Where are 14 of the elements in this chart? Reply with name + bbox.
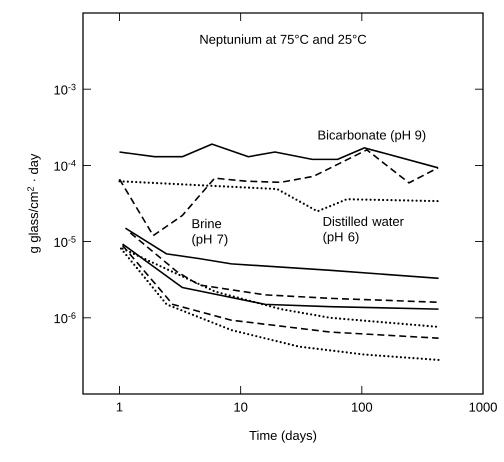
y-tick-label: 10$^{-5}$ <box>54 236 76 247</box>
series-label: Distilled water (pH 6) <box>323 216 404 244</box>
y-tick-label: 10$^{-3}$ <box>54 84 76 95</box>
series-label: Brine (pH 7) <box>192 218 228 246</box>
x-tick-label: 1000 <box>470 402 497 412</box>
y-tick-label: 10$^{-4}$ <box>54 160 76 171</box>
series-label: Bicarbonate (pH 9) <box>318 130 426 142</box>
y-axis-title: g glass/cm$^{2}$ · day <box>27 154 41 253</box>
x-tick-label: 1 <box>116 402 122 412</box>
x-tick-label: 100 <box>352 402 372 412</box>
text: Neptunium at 75°C and 25°C <box>200 34 366 46</box>
y-tick-label: 10$^{-6}$ <box>54 312 76 324</box>
x-tick-label: 10 <box>234 402 248 412</box>
x-axis-title: Time (days) <box>249 430 316 443</box>
